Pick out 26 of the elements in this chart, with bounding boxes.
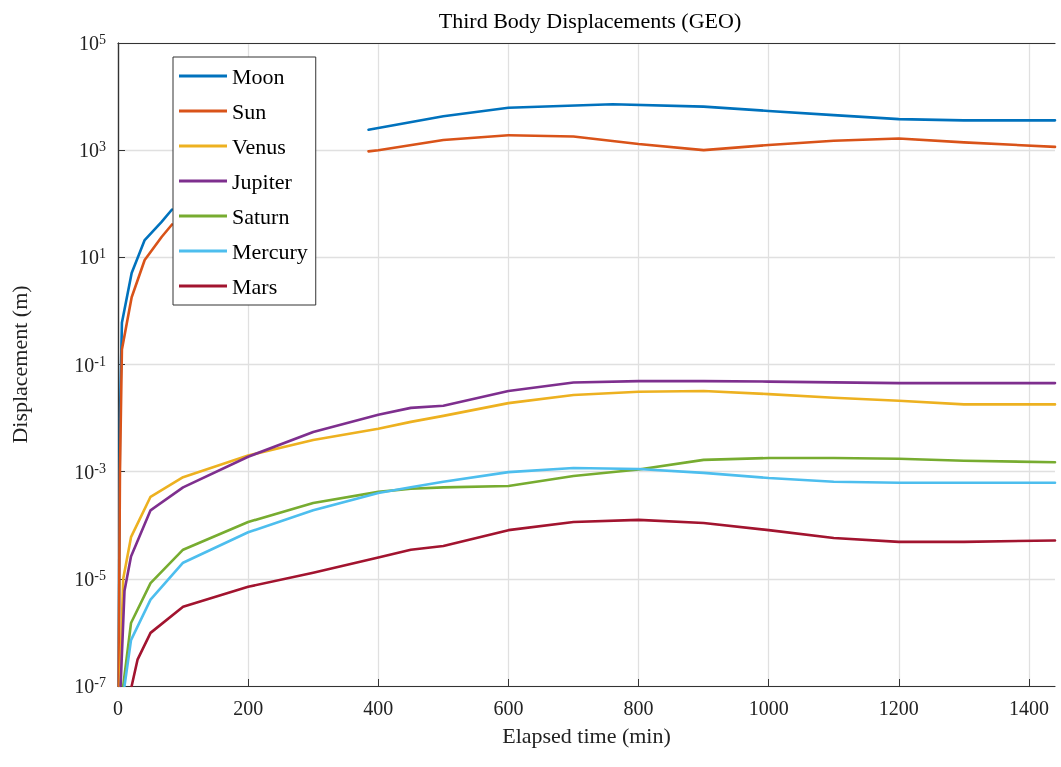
legend-label: Moon — [232, 63, 285, 89]
line-series — [130, 518, 1057, 688]
y-tick-label: 10$^{-1}$ — [74, 352, 106, 378]
y-tick-label: 10$^{5}$ — [79, 31, 106, 56]
x-tick-label: 1400 — [1008, 697, 1049, 719]
legend-label: Saturn — [232, 203, 290, 229]
x-tick-label: 1200 — [878, 697, 919, 719]
x-tick-label: 1000 — [748, 697, 789, 719]
x-tick-label: 800 — [623, 697, 654, 719]
legend-label: Venus — [232, 133, 286, 159]
y-tick-label: 10$^{-3}$ — [74, 459, 106, 485]
y-tick-label: 10$^{1}$ — [79, 245, 106, 271]
legend-label: Jupiter — [232, 168, 293, 194]
y-tick-label: 10$^{-5}$ — [74, 566, 106, 592]
x-tick-label: 200 — [233, 697, 264, 719]
x-tick-label: 400 — [363, 697, 394, 719]
chart-title: Third Body Displacements (GEO) — [438, 7, 742, 33]
y-tick-label: 10$^{3}$ — [79, 138, 106, 164]
legend-label: Mars — [232, 273, 278, 299]
legend-label: Mercury — [232, 238, 308, 264]
x-tick-label: 0 — [113, 697, 123, 719]
y-axis-title: Displacement (m) — [6, 285, 32, 444]
x-tick-label: 600 — [493, 697, 524, 719]
x-axis-title: Elapsed time (min) — [502, 722, 671, 748]
y-tick-label: 10$^{-7}$ — [74, 674, 106, 699]
legend-label: Sun — [232, 98, 267, 124]
